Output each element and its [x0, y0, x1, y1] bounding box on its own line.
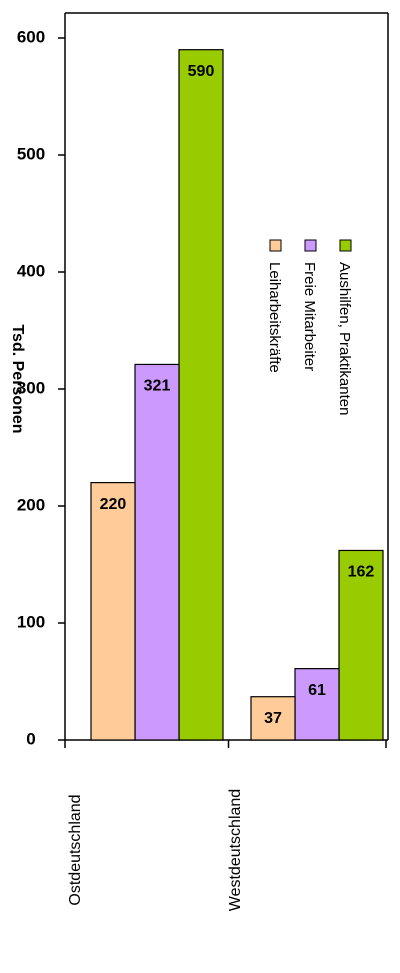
value-axis-title: Tsd. Personen [9, 324, 26, 433]
bar-value-label: 162 [348, 564, 375, 581]
legend-swatch [269, 239, 282, 252]
legend-label: Leiharbeitskräfte [266, 262, 283, 373]
bars-group: 162 61 37 Ostdeutschland 590 321 220 Westdeutsc… [67, 49, 384, 911]
bar [250, 696, 296, 741]
bar [338, 549, 384, 741]
bar-value-label: 61 [308, 682, 326, 699]
category-label: Ostdeutschland [67, 794, 84, 905]
value-tick-label: 500 [17, 144, 45, 163]
value-tick-label: 0 [26, 729, 35, 748]
plot-area: 0 100 200 300 400 500 600 Tsd. Personen 162 61 37… [9, 12, 389, 911]
bar [134, 363, 180, 741]
bar [294, 668, 340, 741]
value-tick-label: 300 [17, 378, 45, 397]
axis-group: 0 100 200 300 400 500 600 Tsd. Personen [9, 12, 389, 748]
bar-value-label: 590 [188, 63, 215, 80]
category-label: Westdeutschland [227, 789, 244, 911]
value-tick-label: 400 [17, 261, 45, 280]
bar [90, 482, 136, 741]
legend-label: Freie Mitarbeiter [301, 262, 318, 371]
bar-value-label: 321 [144, 378, 171, 395]
value-tick-label: 200 [17, 495, 45, 514]
bar-value-label: 37 [264, 710, 282, 727]
legend-label: Aushilfen, Praktikanten [336, 262, 353, 415]
legend-swatch [304, 239, 317, 252]
legend-swatch [339, 239, 352, 252]
bar-value-label: 220 [100, 496, 127, 513]
bar [178, 49, 224, 741]
legend: Aushilfen, Praktikanten Freie Mitarbeiter… [266, 239, 353, 415]
value-tick-label: 100 [17, 612, 45, 631]
value-tick-label: 600 [17, 27, 45, 46]
